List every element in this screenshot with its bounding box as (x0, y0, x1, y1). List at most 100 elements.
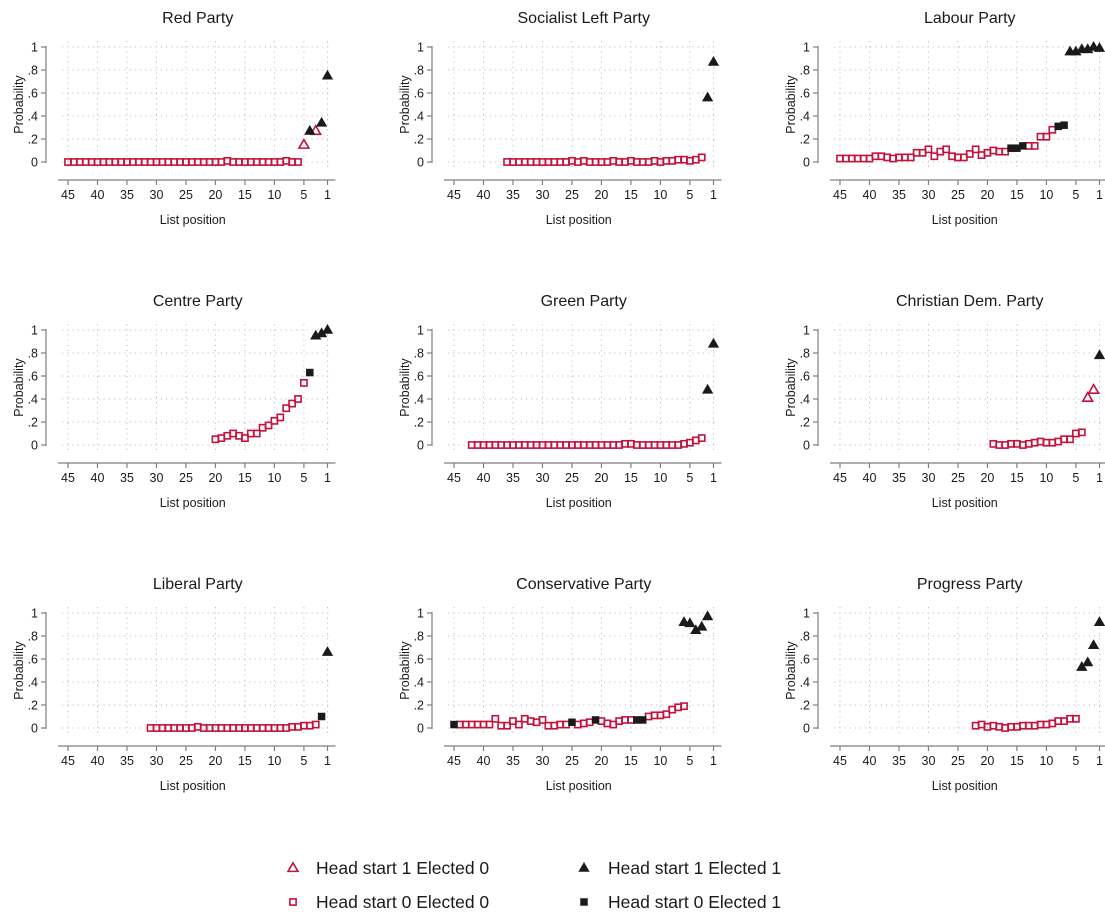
y-axis-title: Probability (784, 358, 798, 417)
panel-title: Progress Party (917, 576, 1023, 593)
x-tick-label: 15 (1010, 471, 1024, 485)
y-tick-label: 0 (31, 439, 38, 453)
y-tick-label: .4 (414, 393, 424, 407)
point-head-start-0-elected-0 (491, 714, 500, 723)
y-tick-label: 0 (803, 156, 810, 170)
x-tick-label: 30 (536, 754, 550, 768)
x-tick-label: 20 (594, 188, 608, 202)
point-head-start-0-elected-0 (1066, 435, 1074, 444)
panel-socialist-left-party: Socialist Left Party 0 .2 .4 .6 .8 1 45 40 35 30 25… (398, 10, 722, 227)
x-tick-label: 10 (1039, 188, 1053, 202)
x-tick-label: 30 (536, 471, 550, 485)
point-head-start-0-elected-1 (638, 716, 647, 724)
x-tick-label: 45 (447, 471, 461, 485)
x-tick-label: 25 (951, 471, 965, 485)
x-tick-label: 40 (477, 754, 491, 768)
x-tick-label: 40 (863, 754, 877, 768)
x-tick-label: 20 (594, 471, 608, 485)
y-tick-label: .8 (28, 64, 38, 78)
grid (62, 41, 332, 168)
legend-label: Head start 1 Elected 0 (316, 858, 489, 878)
y-axis-title: Probability (12, 358, 26, 417)
x-tick-label: 15 (624, 471, 638, 485)
point-head-start-0-elected-1 (633, 716, 641, 724)
y-tick-label: .4 (28, 393, 38, 407)
legend: Head start 1 Elected 0 Head start 1 Elect… (286, 858, 781, 912)
axes: 0 .2 .4 .6 .8 1 45 40 35 30 25 20 15 10 5 1 List positio… (12, 41, 336, 227)
x-tick-label: 10 (267, 754, 281, 768)
y-tick-label: .8 (28, 347, 38, 361)
y-axis-title: Probability (398, 641, 412, 700)
point-head-start-0-elected-0 (264, 421, 273, 430)
x-tick-label: 5 (686, 188, 693, 202)
y-tick-label: .6 (414, 653, 424, 667)
grid (448, 324, 718, 451)
y-tick-label: .6 (800, 653, 810, 667)
panel-title: Liberal Party (153, 576, 243, 593)
point-head-start-0-elected-0 (942, 145, 951, 154)
point-head-start-1-elected-1 (684, 617, 696, 628)
x-tick-label: 45 (61, 471, 75, 485)
x-tick-label: 5 (1072, 754, 1079, 768)
x-tick-label: 1 (1096, 188, 1103, 202)
panel-christian-dem-party: Christian Dem. Party 0 .2 .4 .6 .8 1 45 40 35 30 25… (784, 293, 1105, 510)
x-tick-label: 20 (208, 471, 222, 485)
axes: 0 .2 .4 .6 .8 1 45 40 35 30 25 20 15 10 5 1 List positio… (12, 324, 336, 510)
y-tick-label: 1 (31, 324, 38, 338)
x-tick-label: 25 (565, 754, 579, 768)
x-axis-title: List position (160, 496, 226, 510)
point-head-start-1-elected-1 (315, 116, 328, 127)
point-head-start-0-elected-0 (294, 395, 302, 403)
x-tick-label: 1 (710, 471, 717, 485)
legend-marker-triangle-open (286, 861, 300, 873)
y-tick-label: .2 (414, 133, 424, 147)
x-tick-label: 10 (653, 754, 667, 768)
point-head-start-0-elected-0 (311, 720, 320, 729)
panel-title: Labour Party (924, 10, 1016, 27)
panel-title: Green Party (541, 293, 627, 310)
x-tick-label: 45 (447, 754, 461, 768)
x-tick-label: 45 (833, 471, 847, 485)
legend-item: Head start 0 Elected 0 (289, 892, 489, 912)
x-tick-label: 35 (892, 188, 906, 202)
y-tick-label: .2 (800, 699, 810, 713)
x-tick-label: 45 (61, 188, 75, 202)
panel-title: Red Party (162, 10, 233, 27)
point-head-start-0-elected-0 (241, 434, 249, 442)
point-head-start-0-elected-1 (1019, 142, 1027, 150)
point-head-start-1-elected-1 (707, 55, 720, 66)
y-tick-label: .2 (414, 416, 424, 430)
grid (448, 607, 718, 734)
y-tick-label: .8 (800, 347, 810, 361)
y-tick-label: .6 (800, 370, 810, 384)
data-points (503, 55, 720, 166)
data-points (836, 40, 1105, 163)
x-tick-label: 25 (179, 754, 193, 768)
y-axis-title: Probability (12, 641, 26, 700)
y-axis-title: Probability (784, 641, 798, 700)
point-head-start-1-elected-0 (309, 124, 323, 136)
x-tick-label: 15 (238, 188, 252, 202)
y-tick-label: 1 (803, 607, 810, 621)
point-head-start-0-elected-0 (924, 145, 933, 154)
y-tick-label: .2 (800, 416, 810, 430)
x-tick-label: 5 (1072, 188, 1079, 202)
x-tick-label: 15 (1010, 754, 1024, 768)
y-tick-label: .6 (28, 370, 38, 384)
point-head-start-0-elected-1 (1060, 121, 1068, 129)
y-tick-label: .8 (28, 630, 38, 644)
x-tick-label: 35 (506, 188, 520, 202)
data-points (146, 646, 334, 732)
point-head-start-0-elected-0 (288, 399, 297, 408)
x-axis-title: List position (546, 496, 612, 510)
x-axis-title: List position (932, 213, 998, 227)
x-tick-label: 45 (61, 754, 75, 768)
x-tick-label: 30 (150, 188, 164, 202)
y-tick-label: .6 (414, 87, 424, 101)
panel-title: Socialist Left Party (518, 10, 651, 27)
x-axis-title: List position (160, 213, 226, 227)
y-tick-label: .6 (800, 87, 810, 101)
point-head-start-0-elected-0 (276, 413, 285, 422)
legend-item: Head start 0 Elected 1 (580, 892, 781, 912)
